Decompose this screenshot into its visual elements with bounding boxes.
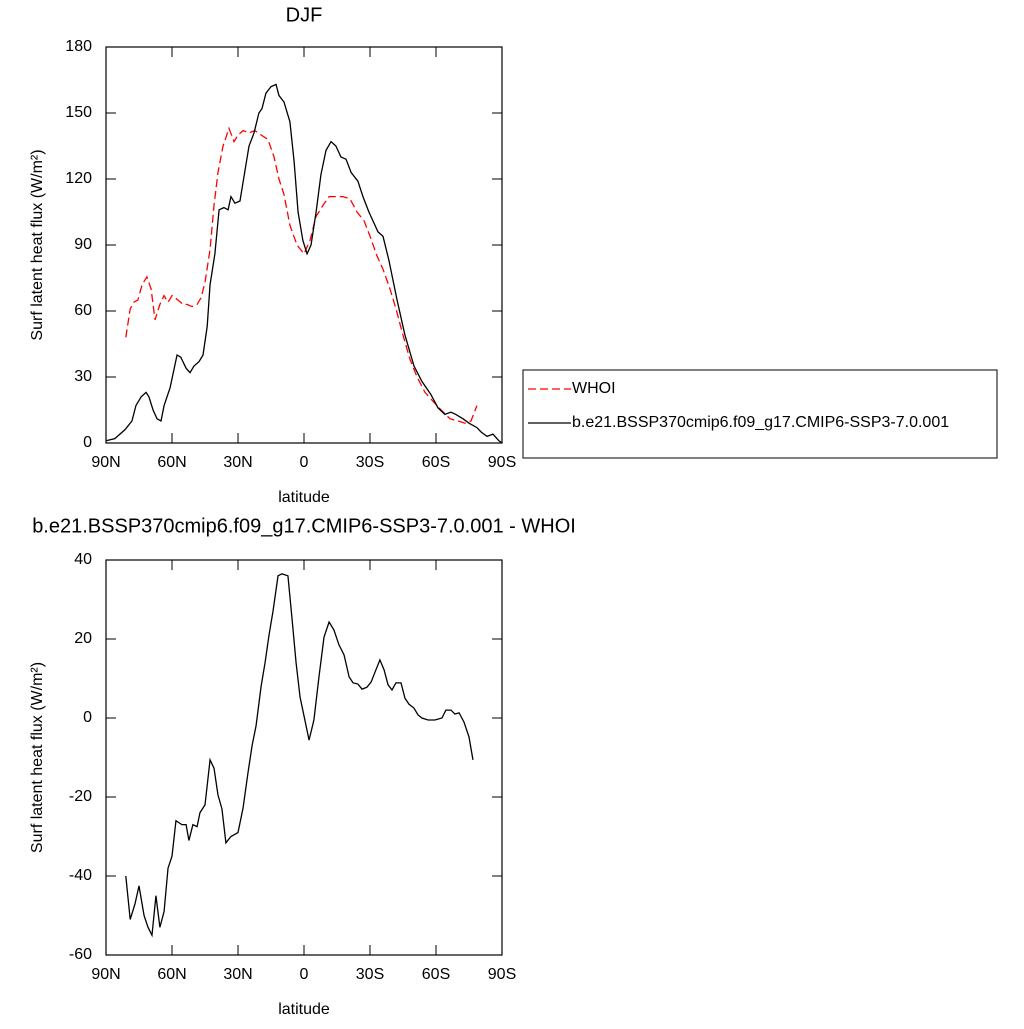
y-tick-label: 180: [65, 38, 92, 55]
x-tick-label: 30S: [356, 454, 384, 471]
legend-label: b.e21.BSSP370cmip6.f09_g17.CMIP6-SSP3-7.…: [572, 414, 949, 431]
x-tick-label: 30N: [223, 454, 252, 471]
chart-title: DJF: [286, 4, 323, 26]
y-tick-label: 120: [65, 170, 92, 187]
y-tick-label: -60: [69, 946, 92, 963]
y-tick-label: -40: [69, 867, 92, 884]
x-tick-label: 30N: [223, 966, 252, 983]
x-tick-label: 60N: [157, 454, 186, 471]
y-tick-label: 90: [74, 236, 92, 253]
data-line: [125, 126, 478, 424]
x-tick-label: 60N: [157, 966, 186, 983]
y-tick-label: 30: [74, 368, 92, 385]
x-tick-label: 90N: [91, 966, 120, 983]
data-line: [105, 83, 503, 444]
x-axis-label: latitude: [278, 1001, 330, 1018]
data-line: [125, 573, 474, 938]
y-tick-label: 60: [74, 302, 92, 319]
y-tick-label: -20: [69, 788, 92, 805]
x-axis-label: latitude: [278, 489, 330, 506]
y-tick-label: 20: [74, 630, 92, 647]
y-axis-label: Surf latent heat flux (W/m²): [29, 149, 46, 340]
y-tick-label: 0: [83, 709, 92, 726]
chart-title: b.e21.BSSP370cmip6.f09_g17.CMIP6-SSP3-7.…: [32, 515, 576, 537]
y-tick-label: 40: [74, 551, 92, 568]
x-tick-label: 90N: [91, 454, 120, 471]
legend-label: WHOI: [572, 380, 616, 397]
x-tick-label: 60S: [422, 454, 450, 471]
x-tick-label: 0: [300, 966, 309, 983]
y-tick-label: 150: [65, 104, 92, 121]
x-tick-label: 90S: [488, 966, 516, 983]
x-tick-label: 90S: [488, 454, 516, 471]
x-tick-label: 0: [300, 454, 309, 471]
y-tick-label: 0: [83, 434, 92, 451]
x-tick-label: 60S: [422, 966, 450, 983]
x-tick-label: 30S: [356, 966, 384, 983]
legend-box: [522, 369, 998, 459]
y-axis-label: Surf latent heat flux (W/m²): [29, 662, 46, 853]
